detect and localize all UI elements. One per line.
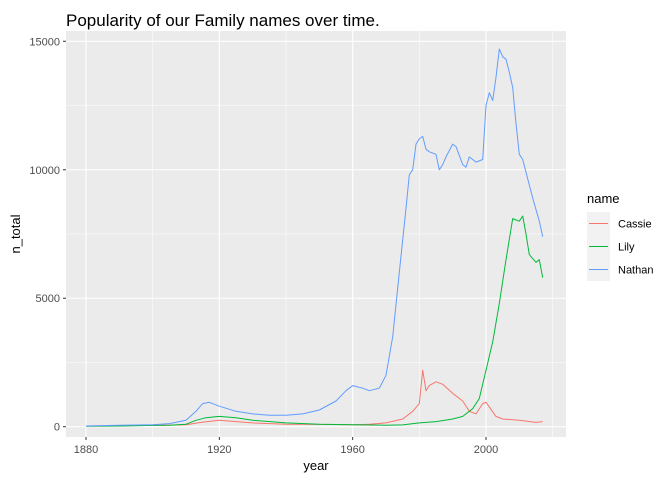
series-lines bbox=[85, 48, 544, 427]
y-axis: 0 5000 10000 15000 bbox=[29, 36, 66, 434]
series-line-cassie bbox=[85, 369, 543, 427]
legend-label-nathan: Nathan bbox=[618, 265, 653, 277]
legend: name Cassie Lily Nathan bbox=[587, 191, 653, 281]
x-axis-title: year bbox=[303, 458, 329, 473]
minor-gridlines bbox=[66, 31, 566, 437]
chart-title: Popularity of our Family names over time… bbox=[66, 11, 380, 30]
x-tick-label: 1880 bbox=[74, 444, 98, 456]
legend-title: name bbox=[587, 191, 620, 206]
y-axis-title: n_total bbox=[8, 214, 23, 253]
x-axis: 1880 1920 1960 2000 bbox=[74, 437, 498, 456]
y-tick-label: 0 bbox=[54, 422, 60, 434]
x-tick-label: 1920 bbox=[207, 444, 231, 456]
series-line-nathan bbox=[85, 48, 544, 427]
y-tick-label: 15000 bbox=[29, 36, 60, 48]
series-line-lily bbox=[85, 215, 544, 427]
x-tick-label: 1960 bbox=[340, 444, 364, 456]
x-tick-label: 2000 bbox=[474, 444, 498, 456]
legend-label-cassie: Cassie bbox=[618, 219, 652, 231]
legend-label-lily: Lily bbox=[618, 242, 635, 254]
y-tick-label: 10000 bbox=[29, 165, 60, 177]
y-tick-label: 5000 bbox=[36, 293, 60, 305]
